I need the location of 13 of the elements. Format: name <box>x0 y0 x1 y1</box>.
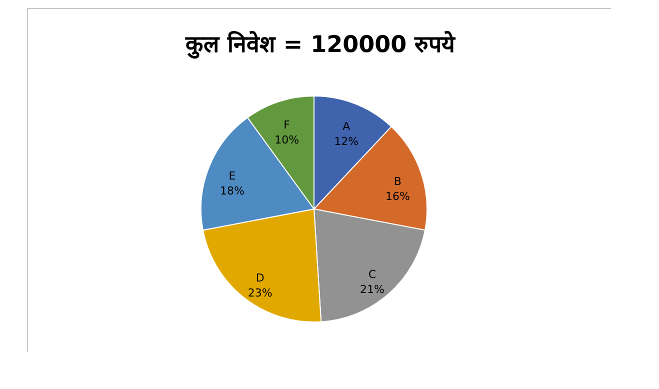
data-label: 12% <box>334 135 359 148</box>
data-label: 18% <box>220 184 244 198</box>
slice-label: F <box>284 118 290 132</box>
slice-label: A <box>342 120 351 134</box>
slice-label: B <box>394 174 402 188</box>
slice-label: E <box>228 170 236 183</box>
data-label: 23% <box>248 286 272 300</box>
slice-label: C <box>368 268 376 282</box>
chart-title: कुल निवेश = 120000 रुपये <box>184 30 457 59</box>
data-label: 16% <box>385 190 410 203</box>
data-label: 21% <box>360 283 384 296</box>
slice-label: D <box>256 272 264 285</box>
data-label: 10% <box>274 133 300 146</box>
